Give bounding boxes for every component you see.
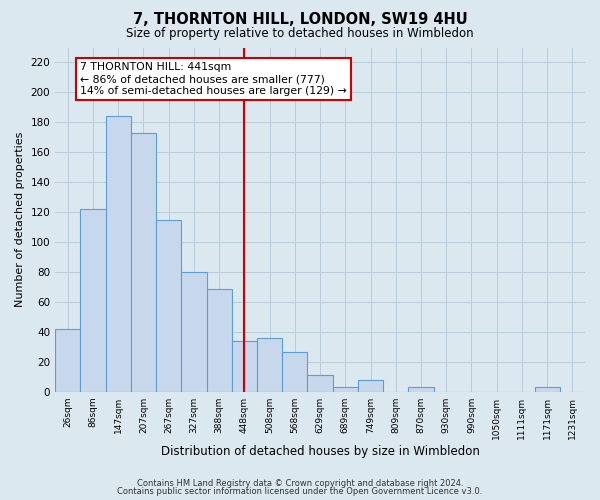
Text: Size of property relative to detached houses in Wimbledon: Size of property relative to detached ho… xyxy=(126,28,474,40)
Bar xyxy=(358,380,383,392)
Bar xyxy=(332,388,358,392)
Bar xyxy=(55,329,80,392)
Bar xyxy=(232,341,257,392)
Text: Contains HM Land Registry data © Crown copyright and database right 2024.: Contains HM Land Registry data © Crown c… xyxy=(137,478,463,488)
Text: 7 THORNTON HILL: 441sqm
← 86% of detached houses are smaller (777)
14% of semi-d: 7 THORNTON HILL: 441sqm ← 86% of detache… xyxy=(80,62,347,96)
Bar xyxy=(156,220,181,392)
Bar xyxy=(257,338,282,392)
Bar xyxy=(80,209,106,392)
Text: Contains public sector information licensed under the Open Government Licence v3: Contains public sector information licen… xyxy=(118,487,482,496)
Bar xyxy=(409,388,434,392)
Bar xyxy=(282,352,307,392)
X-axis label: Distribution of detached houses by size in Wimbledon: Distribution of detached houses by size … xyxy=(161,444,479,458)
Bar xyxy=(535,388,560,392)
Bar xyxy=(181,272,206,392)
Y-axis label: Number of detached properties: Number of detached properties xyxy=(15,132,25,308)
Bar xyxy=(206,288,232,392)
Text: 7, THORNTON HILL, LONDON, SW19 4HU: 7, THORNTON HILL, LONDON, SW19 4HU xyxy=(133,12,467,28)
Bar xyxy=(106,116,131,392)
Bar xyxy=(307,376,332,392)
Bar xyxy=(131,133,156,392)
